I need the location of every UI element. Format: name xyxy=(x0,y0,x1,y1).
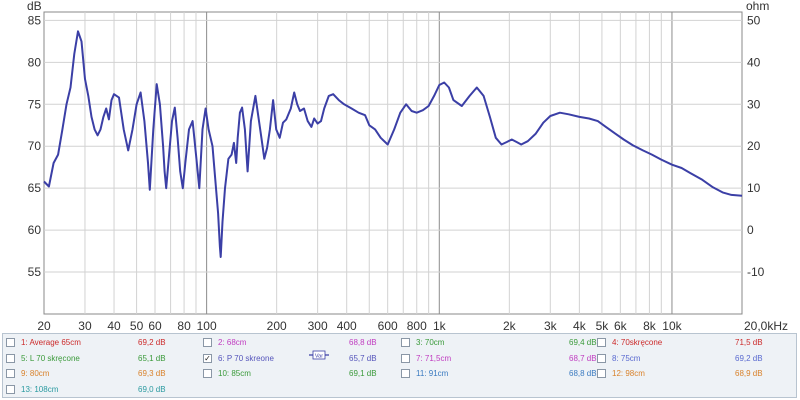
legend-value: 68,7 dB xyxy=(569,353,597,363)
right-tick-label: 0 xyxy=(747,223,754,237)
legend-label: 7: 71,5cm xyxy=(416,353,452,363)
right-tick-label: 20 xyxy=(747,139,761,153)
y-tick-label: 80 xyxy=(28,55,42,69)
legend-item[interactable]: 12: 98cm 68,9 dB xyxy=(597,367,787,381)
x-tick-label: 40 xyxy=(107,319,121,332)
legend-checkbox[interactable] xyxy=(6,369,15,378)
legend-label: 10: 85cm xyxy=(218,369,251,378)
right-axis-unit: ohm xyxy=(746,0,769,13)
legend-item[interactable]: 8: 75cm 69,2 dB xyxy=(597,352,787,366)
y-tick-label: 65 xyxy=(28,181,42,195)
y-tick-label: 70 xyxy=(28,139,42,153)
x-tick-label: 6k xyxy=(614,319,628,332)
legend-value: 69,0 dB xyxy=(138,384,166,394)
x-tick-label: 1k xyxy=(433,319,447,332)
x-tick-label: 3k xyxy=(544,319,558,332)
x-tick-label: 30 xyxy=(78,319,92,332)
legend-checkbox[interactable] xyxy=(6,384,15,394)
legend-value: 68,8 dB xyxy=(569,369,597,378)
right-tick-label: 40 xyxy=(747,55,761,69)
legend-value: 71,5 dB xyxy=(735,338,763,347)
x-tick-label: 60 xyxy=(148,319,162,332)
x-tick-label: 8k xyxy=(643,319,657,332)
legend-item[interactable]: 7: 71,5cm 68,7 dB xyxy=(401,352,597,366)
legend-item[interactable]: 1: Average 65cm 69,2 dB xyxy=(6,336,196,350)
legend-label: 8: 75cm xyxy=(612,353,641,363)
legend-label: 11: 91cm xyxy=(416,369,449,378)
legend-label: 5: L 70 skręcone xyxy=(21,353,80,363)
x-tick-label: 100 xyxy=(197,319,217,332)
x-axis-ticks: 20 30 40 50 60 80 100 200 300 400 600 800 1k 2k 3k 4k 5k… xyxy=(37,319,788,332)
left-axis-unit: dB xyxy=(27,0,42,13)
legend-item[interactable]: 4: 70skręcone 71,5 dB xyxy=(597,336,787,350)
legend-checkbox[interactable] xyxy=(597,338,606,347)
x-tick-label: 300 xyxy=(308,319,328,332)
grid-lines xyxy=(44,12,742,314)
legend-label: 1: Average 65cm xyxy=(21,338,81,347)
legend-item[interactable]: 2: 68cm 68,8 dB xyxy=(203,336,393,350)
var-icon-label: Var xyxy=(315,353,323,359)
legend-checkbox[interactable] xyxy=(203,338,212,347)
legend-checkbox[interactable] xyxy=(401,353,410,363)
legend-item[interactable]: ✓ 6: P 70 skreone 65,7 dB xyxy=(203,352,393,366)
legend-checkbox[interactable] xyxy=(6,338,15,347)
right-tick-label: 50 xyxy=(747,13,761,27)
legend-checkbox[interactable] xyxy=(597,353,606,363)
x-tick-label: 80 xyxy=(177,319,191,332)
x-tick-label: 600 xyxy=(378,319,398,332)
x-tick-label: 10k xyxy=(662,319,682,332)
legend-item[interactable]: 10: 85cm 69,1 dB xyxy=(203,367,393,381)
legend-checkbox[interactable] xyxy=(203,369,212,378)
legend-label: 3: 70cm xyxy=(416,338,445,347)
legend-value: 68,8 dB xyxy=(349,338,377,347)
right-tick-label: -10 xyxy=(747,265,765,279)
legend-value: 69,2 dB xyxy=(735,353,763,363)
y-tick-label: 75 xyxy=(28,97,42,111)
legend-item[interactable]: 13: 108cm 69,0 dB xyxy=(6,383,196,397)
legend-checkbox[interactable] xyxy=(401,338,410,347)
x-tick-label: 5k xyxy=(596,319,610,332)
legend-label: 2: 68cm xyxy=(218,338,247,347)
legend-value: 65,1 dB xyxy=(138,353,166,363)
x-tick-label: 200 xyxy=(267,319,287,332)
left-axis-ticks: 55 60 65 70 75 80 85 xyxy=(28,13,42,279)
legend-value: 69,4 dB xyxy=(569,338,597,347)
x-tick-label: 400 xyxy=(337,319,357,332)
right-axis-ticks: -10 0 10 20 30 40 50 xyxy=(747,13,765,279)
frequency-response-chart: 55 60 65 70 75 80 85 -10 0 10 20 30 40 50 20 30 40 50 60… xyxy=(27,0,788,332)
legend-checkbox[interactable]: ✓ xyxy=(203,353,212,363)
y-tick-label: 60 xyxy=(28,223,42,237)
legend-label: 9: 80cm xyxy=(21,369,50,378)
legend-checkbox[interactable] xyxy=(6,353,15,363)
legend-item[interactable]: 11: 91cm 68,8 dB xyxy=(401,367,597,381)
legend-value: 68,9 dB xyxy=(735,369,763,378)
y-tick-label: 55 xyxy=(28,265,42,279)
x-tick-label: 20,0kHz xyxy=(744,319,788,332)
y-tick-label: 85 xyxy=(28,13,42,27)
legend-panel: Var 1: Average 65cm 69,2 dB 2: 68cm 68,8 dB… xyxy=(2,333,797,398)
legend-label: 4: 70skręcone xyxy=(612,338,663,347)
x-tick-label: 2k xyxy=(503,319,517,332)
legend-item[interactable]: 5: L 70 skręcone 65,1 dB xyxy=(6,352,196,366)
legend-value: 69,2 dB xyxy=(138,338,166,347)
legend-checkbox[interactable] xyxy=(401,369,410,378)
legend-label: 13: 108cm xyxy=(21,384,59,394)
x-tick-label: 800 xyxy=(407,319,427,332)
legend-label: 6: P 70 skreone xyxy=(218,353,274,363)
right-tick-label: 30 xyxy=(747,97,761,111)
x-tick-label: 20 xyxy=(37,319,51,332)
var-icon: Var xyxy=(309,350,329,360)
legend-label: 12: 98cm xyxy=(612,369,645,378)
series-group xyxy=(43,30,743,258)
x-tick-label: 50 xyxy=(130,319,144,332)
legend-item[interactable]: 9: 80cm 69,3 dB xyxy=(6,367,196,381)
series-line xyxy=(43,30,743,258)
legend-value: 69,1 dB xyxy=(349,369,377,378)
right-tick-label: 10 xyxy=(747,181,761,195)
x-tick-label: 4k xyxy=(573,319,587,332)
legend-value: 65,7 dB xyxy=(349,353,377,363)
legend-checkbox[interactable] xyxy=(597,369,606,378)
legend-value: 69,3 dB xyxy=(138,369,166,378)
legend-item[interactable]: 3: 70cm 69,4 dB xyxy=(401,336,597,350)
